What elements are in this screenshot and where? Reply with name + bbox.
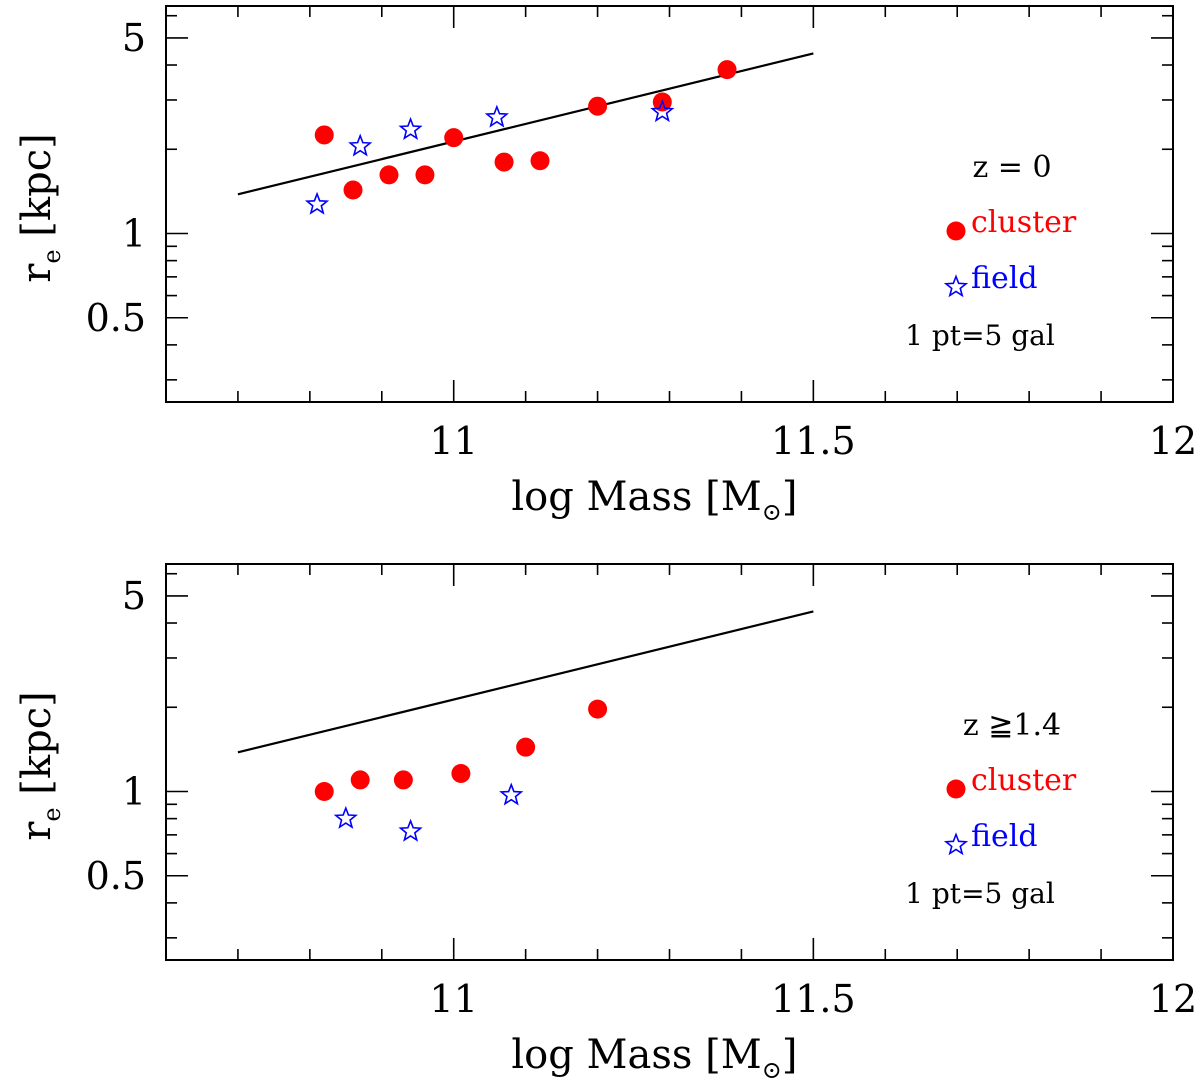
cluster-point [415, 165, 435, 185]
field-point [650, 99, 675, 123]
x-tick-label: 12 [1149, 977, 1197, 1021]
field-point [304, 191, 330, 215]
field-point [398, 818, 423, 842]
cluster-point [444, 128, 464, 148]
y-tick-label: 1 [122, 212, 146, 256]
redshift-annotation: z = 0 [972, 150, 1051, 185]
legend-cluster-label: cluster [971, 205, 1077, 240]
y-tick-label: 0.5 [86, 296, 146, 340]
x-axis-label-sub: ⊙ [762, 1056, 782, 1084]
cluster-point [350, 770, 370, 790]
legend-cluster-marker [946, 221, 966, 241]
y-axis-label-sub: e [38, 249, 66, 263]
x-tick-label: 12 [1149, 419, 1197, 463]
x-axis-label-main: log Mass [M [511, 1032, 761, 1078]
y-tick-label: 5 [122, 16, 146, 60]
cluster-point [717, 60, 737, 80]
x-axis-label: log Mass [M⊙] [511, 1032, 797, 1084]
x-tick-label: 11 [430, 977, 478, 1021]
cluster-point [343, 180, 363, 200]
fit-line [237, 52, 814, 196]
cluster-point [393, 770, 413, 790]
cluster-point [314, 782, 334, 802]
x-tick-label: 11.5 [771, 419, 856, 463]
y-axis-label-rest: [kpc] [14, 691, 60, 807]
cluster-point [530, 151, 550, 171]
field-point [484, 104, 509, 128]
y-axis-label-rest: [kpc] [14, 133, 60, 249]
cluster-point [588, 96, 608, 116]
legend-note: 1 pt=5 gal [905, 319, 1055, 352]
x-tick-label: 11.5 [771, 977, 856, 1021]
legend-cluster-marker [946, 779, 966, 799]
y-axis-label-main: r [14, 263, 60, 283]
y-tick-label: 0.5 [86, 854, 146, 898]
legend-note: 1 pt=5 gal [905, 877, 1055, 910]
legend-field-marker [943, 274, 969, 298]
cluster-point [314, 125, 334, 145]
x-axis-label: log Mass [M⊙] [511, 474, 797, 526]
cluster-point [494, 152, 514, 172]
y-axis-label-main: r [14, 821, 60, 841]
panel-1: 11 11.5 12 0.5 1 5 log Mass [M⊙] re [kpc] z = 0 c… [14, 5, 1197, 526]
legend-field-marker [943, 832, 969, 856]
x-tick-label: 11 [430, 419, 478, 463]
panel-2: 11 11.5 12 0.5 1 5 log Mass [M⊙] re [kpc] z ≧1.4… [14, 563, 1197, 1084]
cluster-point [588, 699, 608, 719]
y-axis-label: re [kpc] [14, 691, 66, 841]
x-axis-label-sub: ⊙ [762, 498, 782, 526]
legend-field-label: field [971, 819, 1038, 854]
y-axis-label: re [kpc] [14, 133, 66, 283]
legend-cluster-label: cluster [971, 763, 1077, 798]
field-point [348, 133, 373, 157]
field-point [333, 805, 358, 829]
cluster-point [516, 737, 536, 757]
field-point [499, 782, 524, 806]
fit-line [237, 610, 814, 754]
x-axis-label-main: log Mass [M [511, 474, 761, 520]
cluster-point [451, 763, 471, 783]
cluster-point [379, 165, 399, 185]
legend-field-label: field [971, 261, 1038, 296]
y-tick-label: 5 [122, 574, 146, 618]
y-axis-label-sub: e [38, 807, 66, 821]
y-tick-label: 1 [122, 770, 146, 814]
field-point [398, 116, 423, 140]
redshift-annotation: z ≧1.4 [963, 708, 1061, 743]
x-axis-label-close: ] [782, 474, 798, 520]
x-axis-label-close: ] [782, 1032, 798, 1078]
